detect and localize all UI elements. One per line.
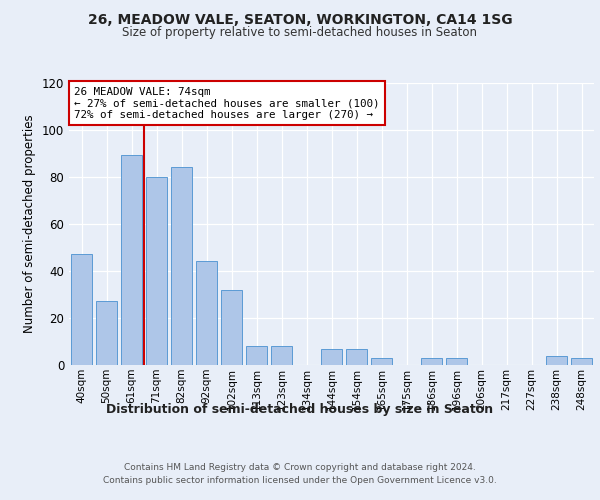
Text: 26 MEADOW VALE: 74sqm
← 27% of semi-detached houses are smaller (100)
72% of sem: 26 MEADOW VALE: 74sqm ← 27% of semi-deta…	[74, 86, 380, 120]
Text: Size of property relative to semi-detached houses in Seaton: Size of property relative to semi-detach…	[122, 26, 478, 39]
Bar	[146, 176, 167, 365]
Text: Contains public sector information licensed under the Open Government Licence v3: Contains public sector information licen…	[103, 476, 497, 485]
Bar	[571, 358, 592, 365]
Bar	[71, 254, 92, 365]
Bar	[546, 356, 567, 365]
Text: Distribution of semi-detached houses by size in Seaton: Distribution of semi-detached houses by …	[106, 402, 494, 415]
Bar	[421, 358, 442, 365]
Bar	[171, 167, 192, 365]
Bar	[246, 346, 267, 365]
Text: Contains HM Land Registry data © Crown copyright and database right 2024.: Contains HM Land Registry data © Crown c…	[124, 462, 476, 471]
Bar	[321, 348, 342, 365]
Bar	[221, 290, 242, 365]
Bar	[346, 348, 367, 365]
Bar	[446, 358, 467, 365]
Bar	[121, 156, 142, 365]
Y-axis label: Number of semi-detached properties: Number of semi-detached properties	[23, 114, 36, 333]
Bar	[371, 358, 392, 365]
Bar	[271, 346, 292, 365]
Text: 26, MEADOW VALE, SEATON, WORKINGTON, CA14 1SG: 26, MEADOW VALE, SEATON, WORKINGTON, CA1…	[88, 12, 512, 26]
Bar	[196, 262, 217, 365]
Bar	[96, 302, 117, 365]
